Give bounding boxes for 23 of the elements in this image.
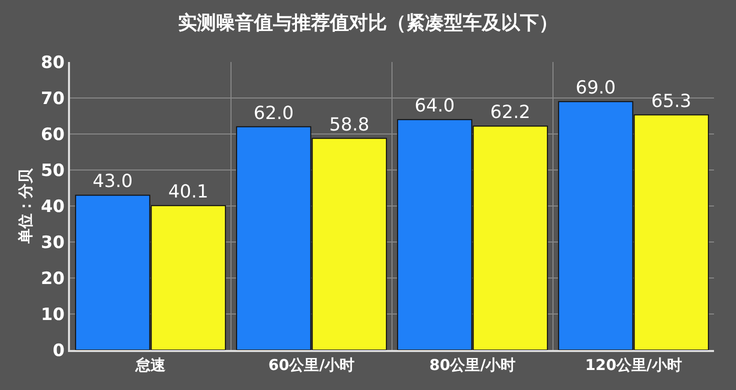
data-label: 40.1 bbox=[168, 182, 208, 203]
y-tick-label: 20 bbox=[40, 268, 65, 289]
data-label: 62.0 bbox=[254, 102, 294, 124]
y-tick-label: 80 bbox=[40, 52, 65, 73]
x-tick-label: 60公里/小时 bbox=[268, 356, 355, 374]
data-label: 62.2 bbox=[490, 102, 530, 124]
y-tick-label: 0 bbox=[52, 340, 65, 361]
data-label: 64.0 bbox=[414, 96, 455, 117]
y-tick-label: 10 bbox=[40, 304, 65, 325]
data-label: 43.0 bbox=[92, 171, 133, 192]
chart-title: 实测噪音值与推荐值对比（紧凑型车及以下） bbox=[178, 12, 558, 34]
data-label: 58.8 bbox=[329, 114, 370, 136]
y-axis-title: 单位：分贝 bbox=[16, 168, 35, 244]
y-tick-label: 50 bbox=[40, 160, 65, 181]
x-tick-label: 80公里/小时 bbox=[429, 356, 516, 374]
data-label: 65.3 bbox=[651, 90, 692, 112]
y-tick-label: 40 bbox=[40, 196, 65, 217]
y-tick-label: 30 bbox=[40, 232, 65, 253]
x-tick-label: 怠速 bbox=[134, 356, 166, 374]
y-tick-label: 70 bbox=[40, 88, 65, 109]
y-tick-label: 60 bbox=[40, 124, 65, 145]
data-label: 69.0 bbox=[576, 78, 616, 99]
x-tick-label: 120公里/小时 bbox=[585, 356, 682, 374]
